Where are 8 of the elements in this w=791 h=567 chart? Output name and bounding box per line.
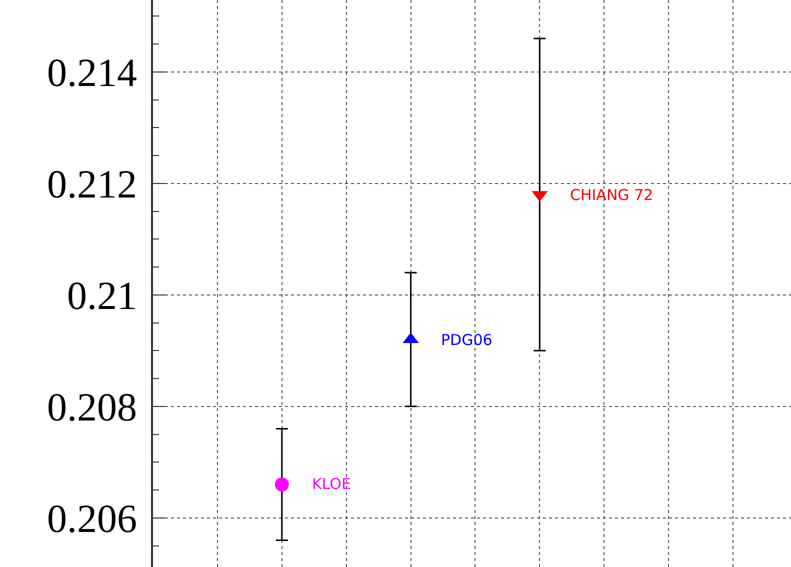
series-label: PDG06 [441,331,492,349]
series-label: CHIANG 72 [570,186,654,204]
y-tick-label: 0.212 [47,161,137,206]
y-tick-label: 0.206 [47,496,137,541]
y-tick-label: 0.21 [67,272,137,318]
series-label: KLOE [312,475,351,493]
y-tick-label: 0.208 [47,384,137,430]
y-tick-label: 0.214 [47,50,137,95]
